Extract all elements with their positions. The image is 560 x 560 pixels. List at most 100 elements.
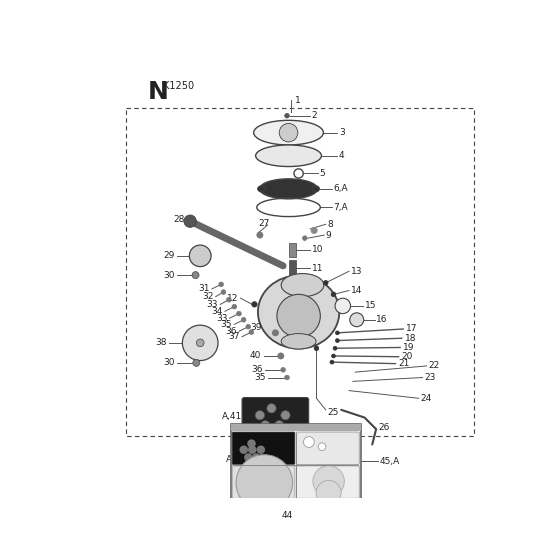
Text: 36: 36 [251,365,263,374]
Text: 10: 10 [312,245,323,254]
Circle shape [246,324,250,329]
Circle shape [248,440,256,448]
Text: 8: 8 [327,220,333,229]
Text: A,41: A,41 [222,412,242,421]
Text: 36: 36 [225,327,237,336]
Circle shape [232,304,237,309]
Text: 21: 21 [399,359,410,368]
Text: 44: 44 [281,511,293,520]
Text: A,42: A,42 [226,455,246,464]
Circle shape [302,236,307,240]
Circle shape [281,367,286,372]
Circle shape [333,346,337,350]
Text: 31: 31 [198,284,209,293]
Ellipse shape [258,186,265,192]
Text: 38: 38 [155,338,167,347]
Text: 4: 4 [339,151,344,160]
Circle shape [260,421,270,430]
Text: 34: 34 [211,307,223,316]
Circle shape [278,353,284,359]
Text: 16: 16 [376,315,388,324]
Circle shape [241,318,246,322]
Circle shape [221,290,226,295]
Circle shape [281,410,290,420]
Circle shape [257,232,263,238]
Text: 30: 30 [163,270,175,279]
Text: 2: 2 [312,111,318,120]
Text: 25: 25 [327,408,339,417]
Circle shape [311,227,317,234]
FancyBboxPatch shape [232,466,295,498]
Circle shape [184,215,197,227]
Circle shape [335,339,339,343]
Circle shape [240,446,248,454]
Text: 28: 28 [174,215,185,224]
Text: 39: 39 [250,323,262,332]
Ellipse shape [259,179,318,199]
Text: 19: 19 [403,343,415,352]
Circle shape [197,339,204,347]
Circle shape [244,453,253,461]
Circle shape [248,446,256,454]
Circle shape [252,453,260,461]
Text: 22: 22 [429,361,440,371]
Circle shape [316,480,341,505]
Circle shape [282,453,300,472]
Circle shape [219,282,223,287]
Text: 24: 24 [421,394,432,403]
Text: 5: 5 [320,169,325,178]
Bar [127,108,474,436]
Text: 6,A: 6,A [334,184,348,193]
Circle shape [249,330,254,334]
Text: 1: 1 [295,96,301,105]
Text: 23: 23 [424,373,436,382]
Circle shape [272,330,278,336]
Text: 3: 3 [339,128,344,137]
FancyBboxPatch shape [296,466,359,498]
FancyBboxPatch shape [242,398,309,445]
Ellipse shape [258,276,339,349]
Text: 33: 33 [216,314,227,323]
Circle shape [252,302,257,307]
FancyBboxPatch shape [232,432,295,464]
Circle shape [193,360,200,366]
Circle shape [267,404,276,413]
Text: 37: 37 [228,332,240,341]
Text: 20: 20 [402,352,413,361]
Text: 12: 12 [227,293,238,303]
FancyBboxPatch shape [296,432,359,464]
Text: 33: 33 [207,300,218,309]
Text: 35: 35 [221,320,232,329]
Circle shape [274,421,284,430]
Circle shape [314,346,319,351]
Circle shape [324,281,328,285]
Text: 35: 35 [255,373,266,382]
FancyBboxPatch shape [253,480,307,507]
Text: 11: 11 [312,264,323,273]
Text: 29: 29 [164,251,175,260]
Text: 30: 30 [163,358,175,367]
Ellipse shape [254,120,324,145]
Circle shape [284,375,290,380]
Ellipse shape [281,334,316,349]
Circle shape [318,443,326,450]
Bar [290,242,296,256]
Text: N: N [147,80,169,104]
Circle shape [256,446,265,454]
Text: 9: 9 [326,231,332,240]
Circle shape [277,295,320,338]
Text: 40: 40 [250,352,262,361]
Circle shape [304,437,314,447]
Text: 26: 26 [379,423,390,432]
Circle shape [255,410,264,420]
Circle shape [237,311,241,316]
Ellipse shape [255,145,321,166]
Ellipse shape [281,273,324,297]
Text: 14: 14 [351,286,362,295]
Circle shape [313,466,344,497]
Text: K1250: K1250 [163,81,194,91]
Text: 43: 43 [262,480,273,489]
Circle shape [332,354,335,358]
Text: 18: 18 [405,334,416,343]
Ellipse shape [312,186,320,192]
